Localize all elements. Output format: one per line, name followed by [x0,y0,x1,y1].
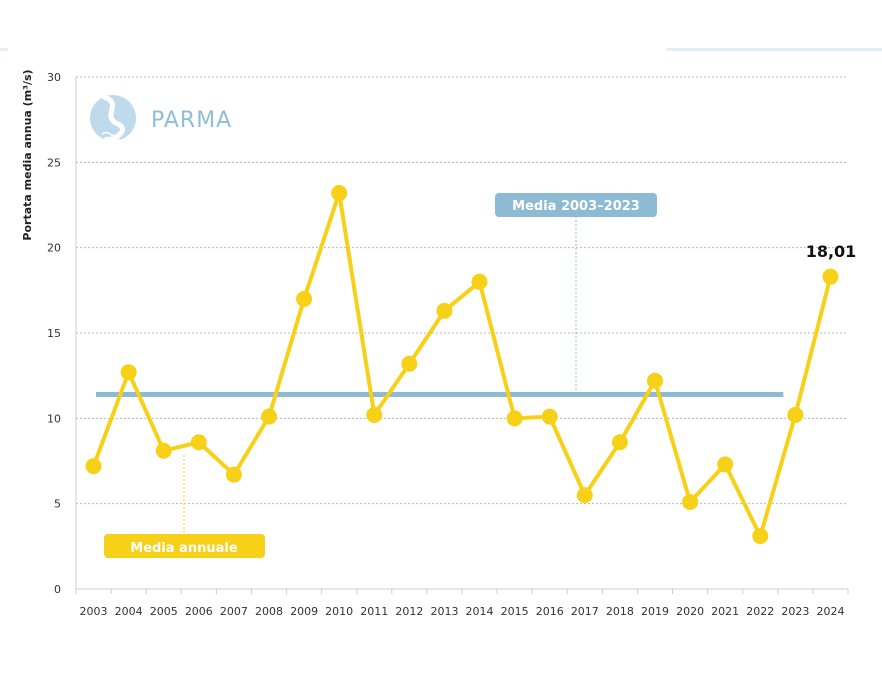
data-point-2013 [436,302,453,319]
x-tick-label: 2003 [80,605,108,618]
data-point-2012 [401,355,418,372]
y-tick-label: 20 [47,242,61,255]
y-tick-label: 25 [47,156,61,169]
data-point-2020 [682,493,699,510]
mean-badge: Media 2003–2023 [495,193,657,392]
y-tick-label: 30 [47,71,61,84]
y-tick-label: 0 [54,583,61,596]
axes: 0 5 10 15 20 25 30 2003 2004 2005 2006 2007 2008 2009… [47,71,849,618]
x-tick-label: 2022 [746,605,774,618]
x-tick-label: 2004 [115,605,143,618]
x-tick-label: 2016 [536,605,564,618]
x-tick-label: 2009 [290,605,318,618]
x-tick-label: 2019 [641,605,669,618]
series-media-annuale [85,185,839,545]
last-value-label: 18,01 [806,242,857,261]
mean-badge-box [495,193,657,217]
data-point-2007 [225,466,242,483]
data-point-2019 [647,372,663,389]
x-tick-label: 2007 [220,605,248,618]
data-point-2016 [541,408,558,425]
data-point-2024 [822,268,839,285]
series-line [91,191,833,539]
river-drop-icon [90,94,136,143]
x-tick-label: 2018 [606,605,634,618]
x-tick-label: 2006 [185,605,213,618]
y-axis-title: Portata media annua (m³/s) [21,69,34,240]
data-point-2003 [85,458,102,475]
x-tick-label: 2011 [360,605,388,618]
x-tick-label: 2020 [676,605,704,618]
data-point-2006 [190,434,207,451]
y-tick-label: 5 [54,498,61,511]
data-point-2009 [296,290,313,307]
y-tick-label: 10 [47,412,61,425]
data-point-2018 [611,434,628,451]
top-strip-left [0,48,8,51]
x-tick-label: 2005 [150,605,178,618]
data-point-2005 [155,442,172,459]
data-point-2023 [787,406,804,423]
x-tick-label: 2010 [325,605,353,618]
x-tick-label: 2021 [711,605,739,618]
data-point-2017 [576,487,593,504]
annual-badge-label: Media annuale [130,541,238,556]
annual-badge-box [104,534,265,558]
x-tick-label: 2024 [816,605,844,618]
x-tick-label: 2008 [255,605,283,618]
data-point-2010 [331,185,348,202]
x-tick-label: 2017 [571,605,599,618]
river-name: PARMA [151,108,232,133]
top-strip-right [666,48,882,51]
x-tick-label: 2015 [501,605,529,618]
x-tick-label: 2023 [781,605,809,618]
data-point-2015 [506,410,523,427]
data-point-2014 [471,273,488,290]
data-point-2004 [120,364,137,381]
y-tick-label: 15 [47,327,61,340]
x-tick-label: 2013 [430,605,458,618]
annual-badge: Media annuale [104,455,265,558]
x-tick-label: 2014 [466,605,494,618]
data-point-2008 [261,408,277,425]
data-point-2022 [752,528,769,545]
x-tick-label: 2012 [395,605,423,618]
data-point-2021 [717,456,734,473]
grid [76,76,848,505]
mean-badge-label: Media 2003–2023 [512,199,640,214]
data-point-2011 [366,406,383,423]
